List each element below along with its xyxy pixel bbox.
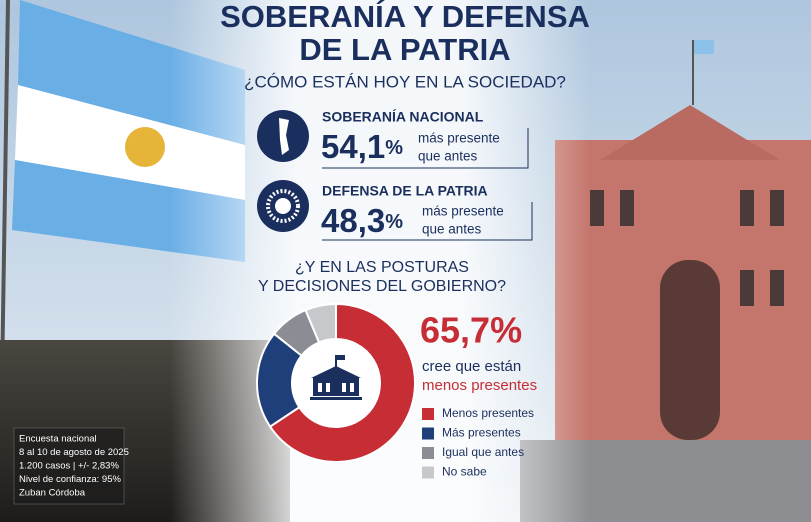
notes-box: [13, 427, 125, 505]
legend: Menos presentes Más presentes Igual que an…: [422, 406, 534, 479]
legend-swatch: [422, 408, 434, 420]
stat-bracket: [322, 202, 533, 241]
stat-label: SOBERANÍA NACIONAL: [322, 109, 484, 125]
icon-sun-rays: [266, 189, 300, 223]
question: Y DECISIONES DEL GOBIERNO?: [258, 278, 506, 295]
note-line: 8 al 10 de agosto de 2025: [19, 447, 129, 458]
legend-label: Menos presentes: [442, 406, 534, 420]
stat-label: DEFENSA DE LA PATRIA: [322, 183, 488, 199]
stat-number: 48,3: [321, 202, 385, 239]
title: DE LA PATRIA: [299, 32, 510, 67]
stat-number: 54,1: [321, 128, 385, 165]
stat-text: más presente: [418, 131, 500, 146]
legend-swatch: [422, 427, 434, 440]
headline-text: menos presentes: [422, 377, 537, 394]
stat-unit: %: [385, 137, 403, 159]
headline-text: cree que están: [422, 358, 521, 375]
stat-value: 48,3%: [321, 202, 403, 239]
question: ¿Y EN LAS POSTURAS: [295, 259, 469, 276]
building: [520, 40, 811, 522]
legend-label: Más presentes: [442, 426, 521, 440]
subtitle: ¿CÓMO ESTÁN HOY EN LA SOCIEDAD?: [244, 72, 566, 91]
donut-slice: [268, 302, 416, 463]
note-line: 1.200 casos | +/- 2,83%: [19, 461, 119, 472]
note-line: Nivel de confianza: 95%: [19, 474, 121, 485]
legend-label: Igual que antes: [442, 445, 524, 459]
donut: [256, 302, 416, 463]
legend-label: No sabe: [442, 465, 487, 479]
legend-swatch: [422, 466, 434, 479]
icon-sun-core: [275, 198, 291, 214]
headline-value: 65,7%: [420, 310, 522, 351]
notes: Encuesta nacional 8 al 10 de agosto de 20…: [19, 434, 129, 499]
stat-text: que antes: [422, 222, 482, 237]
icon-argentina: [279, 118, 289, 155]
note-line: Zuban Córdoba: [19, 488, 86, 499]
stat-text: más presente: [422, 204, 504, 219]
icon-government: [310, 355, 362, 400]
note-line: Encuesta nacional: [19, 434, 97, 445]
stat-bracket: [322, 128, 529, 169]
stat-value: 54,1%: [321, 128, 403, 165]
stat-unit: %: [385, 211, 403, 233]
legend-swatch: [422, 447, 434, 459]
stat-text: que antes: [418, 149, 478, 164]
title: SOBERANÍA Y DEFENSA: [220, 0, 590, 34]
